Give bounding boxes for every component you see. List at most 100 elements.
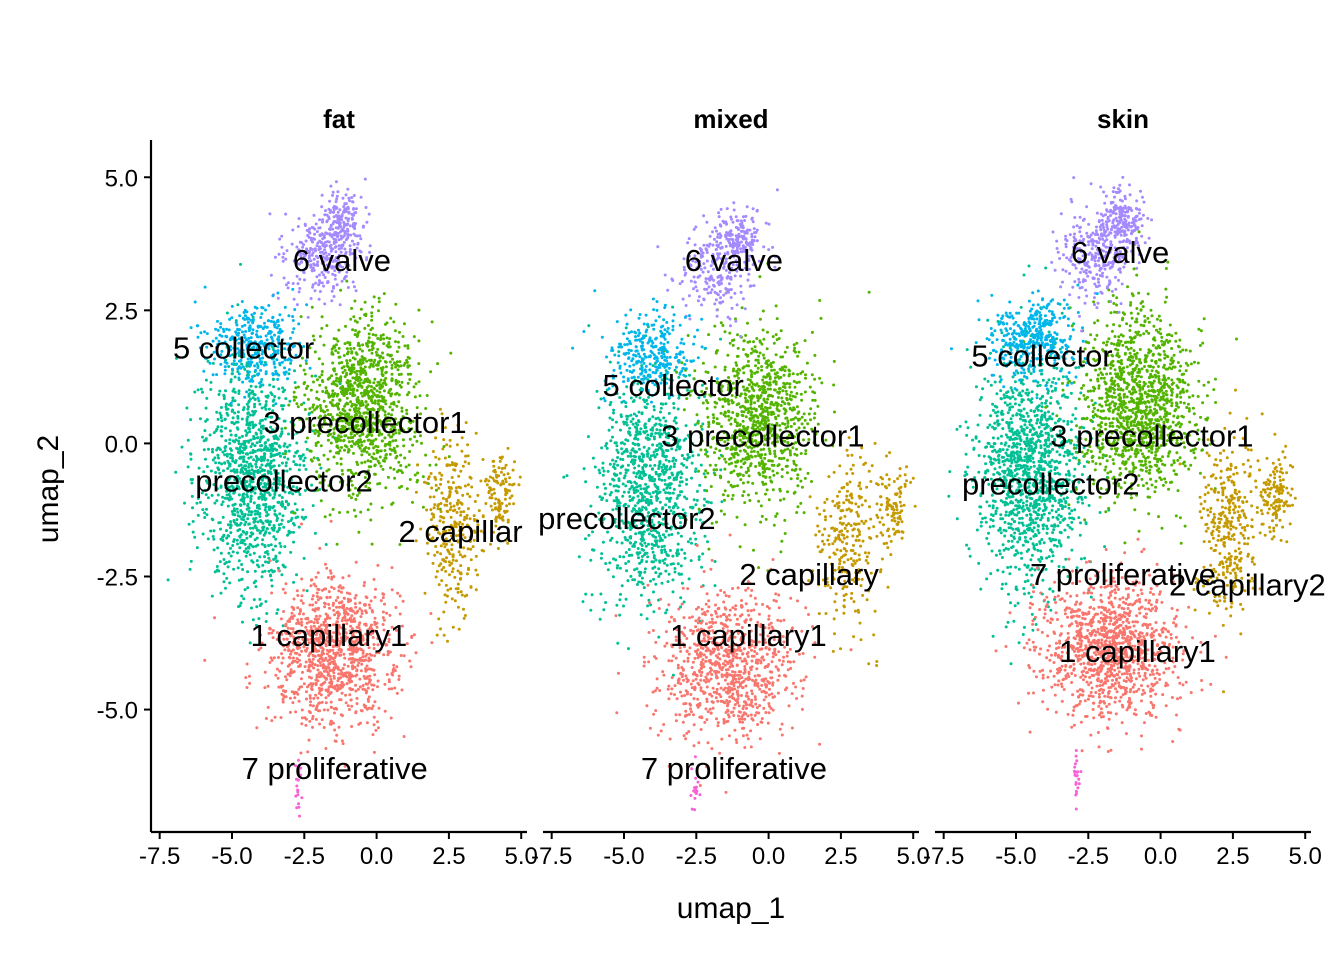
point bbox=[320, 205, 324, 209]
point bbox=[308, 663, 312, 667]
point bbox=[261, 570, 265, 574]
point bbox=[273, 471, 277, 474]
point bbox=[367, 659, 371, 663]
point bbox=[388, 360, 392, 364]
point bbox=[236, 410, 240, 414]
point bbox=[271, 447, 275, 451]
point bbox=[314, 681, 318, 685]
point bbox=[239, 509, 243, 513]
point bbox=[281, 255, 285, 259]
point bbox=[238, 528, 242, 531]
point bbox=[273, 441, 277, 445]
point bbox=[379, 378, 383, 382]
point bbox=[309, 703, 312, 707]
point bbox=[338, 355, 342, 359]
point bbox=[264, 484, 267, 488]
point bbox=[367, 656, 371, 660]
point bbox=[346, 450, 350, 454]
point bbox=[252, 501, 256, 505]
point bbox=[328, 722, 332, 726]
point bbox=[210, 594, 214, 598]
point bbox=[450, 597, 454, 601]
point bbox=[317, 686, 321, 690]
point bbox=[445, 556, 448, 560]
point bbox=[248, 553, 252, 557]
point bbox=[220, 419, 224, 423]
point bbox=[326, 708, 330, 712]
point bbox=[203, 488, 207, 492]
point bbox=[370, 351, 374, 355]
point bbox=[369, 518, 373, 522]
point bbox=[222, 572, 226, 576]
point bbox=[461, 464, 465, 468]
point bbox=[256, 563, 259, 567]
point bbox=[335, 733, 339, 737]
point bbox=[255, 432, 259, 436]
point bbox=[242, 479, 246, 483]
point bbox=[242, 406, 246, 410]
point bbox=[459, 510, 463, 514]
point bbox=[369, 385, 373, 388]
point bbox=[366, 459, 370, 463]
point bbox=[397, 678, 401, 681]
point bbox=[327, 602, 331, 606]
point bbox=[364, 400, 368, 404]
point bbox=[381, 333, 385, 337]
point bbox=[289, 478, 293, 482]
point bbox=[316, 598, 320, 602]
point bbox=[238, 447, 242, 451]
point bbox=[445, 509, 449, 513]
point bbox=[247, 370, 251, 374]
point bbox=[378, 359, 382, 363]
point bbox=[448, 444, 452, 448]
point bbox=[336, 210, 340, 214]
point bbox=[245, 531, 249, 534]
point bbox=[221, 450, 225, 454]
point bbox=[367, 667, 371, 671]
point bbox=[332, 215, 336, 219]
point bbox=[457, 550, 461, 554]
point bbox=[392, 400, 396, 404]
point bbox=[346, 704, 350, 708]
point bbox=[219, 591, 223, 595]
point bbox=[345, 682, 349, 686]
point bbox=[241, 568, 245, 571]
point bbox=[441, 558, 445, 562]
point bbox=[279, 432, 283, 436]
point bbox=[289, 420, 293, 424]
point bbox=[508, 489, 511, 493]
point bbox=[255, 536, 259, 540]
point bbox=[352, 225, 356, 229]
point bbox=[249, 500, 253, 503]
point bbox=[332, 295, 336, 298]
point bbox=[263, 686, 267, 690]
point bbox=[248, 542, 252, 546]
point bbox=[295, 486, 299, 490]
point bbox=[377, 381, 381, 384]
point bbox=[354, 471, 358, 475]
point bbox=[417, 339, 421, 343]
point bbox=[248, 641, 252, 645]
point bbox=[364, 373, 368, 376]
point bbox=[447, 550, 451, 554]
point bbox=[259, 448, 263, 452]
point bbox=[264, 445, 268, 448]
point bbox=[395, 350, 399, 354]
point bbox=[349, 233, 353, 237]
point bbox=[465, 572, 469, 576]
point bbox=[309, 700, 312, 704]
point bbox=[430, 486, 434, 490]
point bbox=[269, 568, 273, 572]
point bbox=[297, 525, 301, 529]
point bbox=[412, 335, 416, 339]
point bbox=[354, 211, 358, 215]
point bbox=[212, 537, 216, 541]
point bbox=[248, 379, 252, 383]
point bbox=[339, 713, 343, 717]
point bbox=[264, 308, 267, 312]
point bbox=[420, 441, 423, 445]
point bbox=[376, 563, 380, 567]
point bbox=[209, 469, 213, 473]
point bbox=[388, 613, 392, 617]
point bbox=[660, 545, 664, 549]
